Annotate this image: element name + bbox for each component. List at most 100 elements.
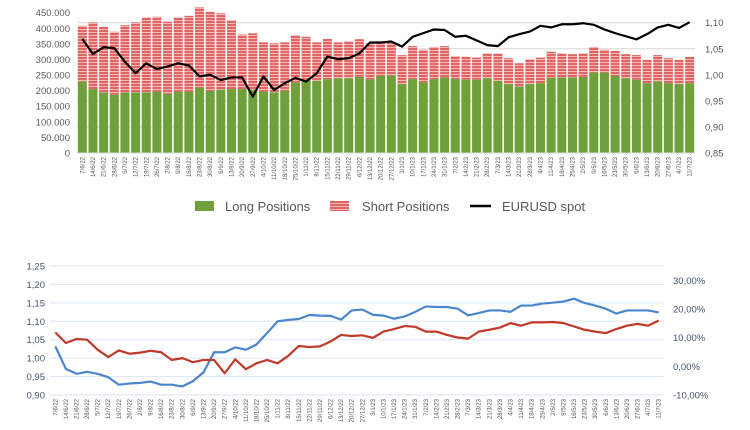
date-tick: 8/11/22 — [315, 156, 321, 176]
long-positions-bar — [429, 79, 439, 153]
date-tick: 1/11/22 — [304, 156, 310, 176]
long-positions-bar — [354, 76, 364, 153]
left-axis-tick: 0 — [65, 149, 70, 160]
long-positions-bar — [280, 90, 290, 153]
long-positions-bar — [301, 79, 311, 153]
short-positions-bar — [280, 42, 290, 91]
short-positions-bar — [248, 33, 258, 90]
short-positions-bar — [674, 59, 684, 85]
date-tick: 8/11/22 — [286, 398, 292, 418]
date-tick: 3/1/23 — [400, 156, 406, 173]
left-axis-tick: 1,05 — [27, 335, 46, 346]
date-tick: 16/5/23 — [602, 156, 608, 177]
date-tick: 4/4/23 — [539, 156, 545, 173]
short-positions-bar — [642, 59, 652, 84]
short-positions-bar — [77, 25, 87, 82]
long-positions-bar — [163, 93, 173, 153]
right-axis-tick: 30,00% — [673, 276, 706, 287]
short-positions-bar — [557, 53, 567, 78]
date-tick: 7/3/23 — [466, 398, 472, 415]
long-positions-bar — [216, 89, 226, 153]
date-tick: 14/6/22 — [64, 398, 70, 419]
long-positions-bar — [141, 92, 151, 153]
date-tick: 22/11/22 — [336, 156, 342, 180]
long-positions-bar — [365, 79, 375, 153]
right-axis-tick: 0,90 — [705, 122, 724, 133]
date-tick: 19/7/22 — [144, 156, 150, 177]
date-tick: 9/5/23 — [561, 398, 567, 415]
date-tick: 20/12/22 — [350, 398, 356, 422]
short-positions-bar — [258, 42, 268, 92]
red-series-line — [54, 319, 660, 375]
date-tick: 13/12/22 — [339, 398, 345, 422]
date-tick: 16/8/22 — [159, 398, 165, 419]
date-tick: 25/4/23 — [570, 156, 576, 177]
long-positions-bar — [440, 77, 450, 153]
long-positions-bar — [567, 77, 577, 153]
date-tick: 23/5/23 — [613, 156, 619, 177]
short-positions-bar — [109, 31, 119, 95]
left-axis-tick: 150.000 — [36, 102, 70, 113]
date-tick: 29/11/22 — [318, 398, 324, 422]
date-tick: 30/8/22 — [180, 398, 186, 419]
date-tick: 2/5/23 — [581, 156, 587, 173]
date-tick: 7/6/22 — [53, 398, 59, 415]
long-positions-bar — [248, 89, 258, 153]
short-positions-bar — [322, 38, 332, 80]
date-tick: 18/4/23 — [560, 156, 566, 177]
long-positions-bar — [386, 75, 396, 153]
short-positions-bar — [195, 7, 205, 88]
long-positions-bar — [653, 81, 663, 153]
comparison-chart: 0,90 0,95 1,00 1,05 1,10 1,15 1,20 1,25 -10,00% 0… — [27, 262, 709, 423]
right-axis-tick: 0,95 — [705, 96, 724, 107]
short-positions-bar — [216, 13, 226, 90]
long-positions-bar — [99, 92, 109, 153]
date-tick: 11/7/23 — [688, 156, 694, 176]
long-positions-bar — [322, 79, 332, 153]
date-tick: 5/7/22 — [123, 156, 129, 173]
right-axis-tick: 0,85 — [705, 149, 724, 160]
long-positions-bar — [610, 75, 620, 153]
date-tick: 6/9/22 — [219, 156, 225, 173]
short-positions-bar — [163, 21, 173, 94]
short-positions-bar — [184, 15, 194, 92]
left-axis-tick: 1,20 — [27, 280, 46, 291]
left-axis-tick: 0,90 — [27, 391, 46, 402]
date-tick: 23/8/22 — [198, 156, 204, 177]
long-positions-bar — [504, 84, 514, 153]
date-tick: 1/11/22 — [276, 398, 282, 418]
short-positions-bar — [418, 49, 428, 83]
date-tick: 11/7/23 — [657, 398, 663, 418]
short-positions-bar — [344, 41, 354, 79]
date-tick: 18/10/22 — [283, 156, 289, 180]
long-positions-bar — [514, 86, 524, 153]
left-axis-tick: 1,15 — [27, 298, 46, 309]
short-positions-bar — [269, 43, 279, 93]
date-tick: 27/12/22 — [389, 156, 395, 180]
long-positions-bar — [482, 78, 492, 153]
long-positions-bar — [258, 91, 268, 153]
left-axis-tick: 400.000 — [36, 24, 70, 35]
date-tick: 27/6/23 — [636, 398, 642, 419]
right-axis-tick: 1,00 — [705, 70, 724, 81]
date-tick: 31/1/23 — [413, 398, 419, 419]
right-axis-tick: 1,05 — [705, 44, 724, 55]
long-positions-bar — [376, 75, 386, 153]
long-positions-bar — [131, 92, 141, 153]
short-positions-bar — [237, 34, 247, 90]
date-tick: 11/10/22 — [244, 398, 250, 422]
short-positions-bar — [386, 42, 396, 76]
short-positions-bar — [504, 58, 514, 85]
date-tick: 27/9/22 — [223, 398, 229, 419]
left-axis-tick: 350.000 — [36, 39, 70, 50]
long-positions-bar — [333, 78, 343, 153]
legend-short-label: Short Positions — [362, 199, 450, 214]
long-positions-bar — [663, 83, 673, 153]
short-positions-bar — [535, 57, 546, 84]
date-tick: 29/11/22 — [347, 156, 353, 180]
positions-chart: 0,85 0,90 0,95 1,00 1,05 1,10 0 50.000 100.000 15… — [36, 7, 724, 214]
date-tick: 15/11/22 — [297, 398, 303, 422]
left-axis-tick: 50.000 — [41, 133, 70, 144]
date-tick: 6/6/23 — [604, 398, 610, 415]
